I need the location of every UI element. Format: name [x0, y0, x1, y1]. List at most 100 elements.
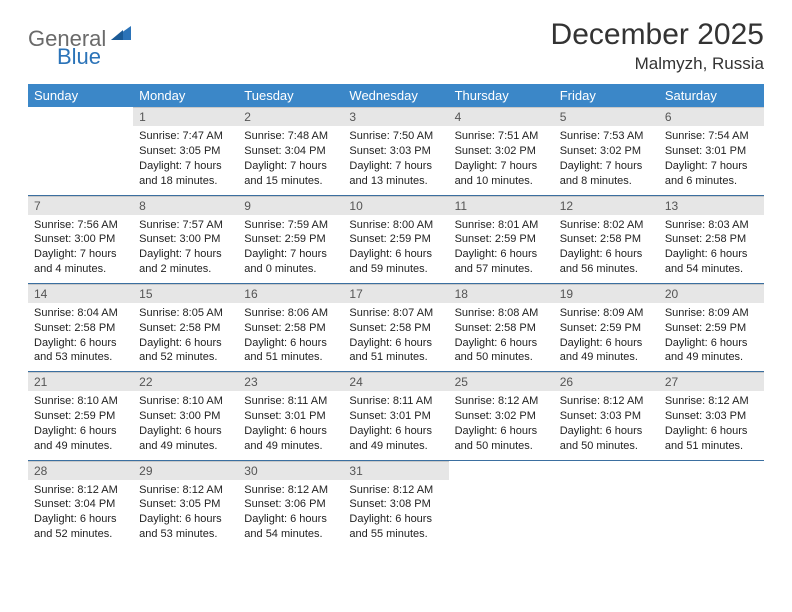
- calendar-cell: 13Sunrise: 8:03 AMSunset: 2:58 PMDayligh…: [659, 195, 764, 283]
- day-detail: Sunrise: 7:53 AMSunset: 3:02 PMDaylight:…: [554, 126, 659, 194]
- detail-line: and 52 minutes.: [34, 527, 127, 542]
- calendar-cell: 9Sunrise: 7:59 AMSunset: 2:59 PMDaylight…: [238, 195, 343, 283]
- detail-line: and 6 minutes.: [665, 174, 758, 189]
- detail-line: and 53 minutes.: [34, 350, 127, 365]
- day-detail: Sunrise: 7:56 AMSunset: 3:00 PMDaylight:…: [28, 215, 133, 283]
- day-number: 11: [449, 196, 554, 215]
- detail-line: Sunrise: 8:12 AM: [560, 394, 653, 409]
- calendar-cell: 7Sunrise: 7:56 AMSunset: 3:00 PMDaylight…: [28, 195, 133, 283]
- detail-line: Sunrise: 7:50 AM: [349, 129, 442, 144]
- detail-line: Sunrise: 8:10 AM: [34, 394, 127, 409]
- day-detail: Sunrise: 7:54 AMSunset: 3:01 PMDaylight:…: [659, 126, 764, 194]
- detail-line: Sunrise: 7:54 AM: [665, 129, 758, 144]
- day-number: 30: [238, 461, 343, 480]
- calendar-cell: 17Sunrise: 8:07 AMSunset: 2:58 PMDayligh…: [343, 283, 448, 371]
- detail-line: Sunrise: 8:11 AM: [349, 394, 442, 409]
- calendar-cell: 22Sunrise: 8:10 AMSunset: 3:00 PMDayligh…: [133, 372, 238, 460]
- day-detail: Sunrise: 7:51 AMSunset: 3:02 PMDaylight:…: [449, 126, 554, 194]
- calendar-week-row: 7Sunrise: 7:56 AMSunset: 3:00 PMDaylight…: [28, 195, 764, 283]
- detail-line: Daylight: 6 hours: [34, 424, 127, 439]
- detail-line: Daylight: 7 hours: [244, 159, 337, 174]
- calendar-week-row: 1Sunrise: 7:47 AMSunset: 3:05 PMDaylight…: [28, 107, 764, 195]
- detail-line: Sunrise: 8:05 AM: [139, 306, 232, 321]
- detail-line: Sunset: 3:02 PM: [560, 144, 653, 159]
- detail-line: and 50 minutes.: [455, 439, 548, 454]
- detail-line: and 13 minutes.: [349, 174, 442, 189]
- calendar-page: General December 2025 Malmyzh, Russia Bl…: [0, 0, 792, 558]
- detail-line: Sunset: 3:01 PM: [665, 144, 758, 159]
- detail-line: Daylight: 7 hours: [139, 247, 232, 262]
- calendar-cell: 16Sunrise: 8:06 AMSunset: 2:58 PMDayligh…: [238, 283, 343, 371]
- day-detail: Sunrise: 8:03 AMSunset: 2:58 PMDaylight:…: [659, 215, 764, 283]
- detail-line: and 51 minutes.: [349, 350, 442, 365]
- detail-line: Daylight: 6 hours: [665, 336, 758, 351]
- calendar-table: Sunday Monday Tuesday Wednesday Thursday…: [28, 84, 764, 548]
- detail-line: Sunset: 3:08 PM: [349, 497, 442, 512]
- detail-line: Sunset: 2:59 PM: [349, 232, 442, 247]
- detail-line: Sunset: 2:58 PM: [244, 321, 337, 336]
- day-number: 31: [343, 461, 448, 480]
- calendar-cell: 19Sunrise: 8:09 AMSunset: 2:59 PMDayligh…: [554, 283, 659, 371]
- calendar-cell: [449, 460, 554, 548]
- day-header: Saturday: [659, 84, 764, 107]
- detail-line: Daylight: 6 hours: [665, 424, 758, 439]
- detail-line: Daylight: 6 hours: [560, 336, 653, 351]
- detail-line: Daylight: 6 hours: [244, 512, 337, 527]
- day-detail: Sunrise: 8:06 AMSunset: 2:58 PMDaylight:…: [238, 303, 343, 371]
- detail-line: Sunrise: 8:00 AM: [349, 218, 442, 233]
- detail-line: and 15 minutes.: [244, 174, 337, 189]
- logo-triangle-icon: [111, 24, 131, 45]
- calendar-cell: [659, 460, 764, 548]
- detail-line: Sunrise: 7:48 AM: [244, 129, 337, 144]
- detail-line: and 49 minutes.: [665, 350, 758, 365]
- detail-line: Daylight: 7 hours: [665, 159, 758, 174]
- day-detail: Sunrise: 8:12 AMSunset: 3:03 PMDaylight:…: [554, 391, 659, 459]
- day-number: 6: [659, 107, 764, 126]
- detail-line: and 49 minutes.: [349, 439, 442, 454]
- detail-line: and 2 minutes.: [139, 262, 232, 277]
- calendar-cell: 2Sunrise: 7:48 AMSunset: 3:04 PMDaylight…: [238, 107, 343, 195]
- detail-line: Sunset: 3:02 PM: [455, 144, 548, 159]
- day-number: 1: [133, 107, 238, 126]
- day-detail: Sunrise: 8:10 AMSunset: 3:00 PMDaylight:…: [133, 391, 238, 459]
- detail-line: Sunrise: 8:12 AM: [244, 483, 337, 498]
- detail-line: Daylight: 6 hours: [244, 336, 337, 351]
- day-detail: Sunrise: 8:12 AMSunset: 3:03 PMDaylight:…: [659, 391, 764, 459]
- day-header: Tuesday: [238, 84, 343, 107]
- detail-line: Sunrise: 7:47 AM: [139, 129, 232, 144]
- detail-line: and 55 minutes.: [349, 527, 442, 542]
- calendar-cell: 4Sunrise: 7:51 AMSunset: 3:02 PMDaylight…: [449, 107, 554, 195]
- calendar-cell: 6Sunrise: 7:54 AMSunset: 3:01 PMDaylight…: [659, 107, 764, 195]
- calendar-cell: 26Sunrise: 8:12 AMSunset: 3:03 PMDayligh…: [554, 372, 659, 460]
- detail-line: Sunrise: 7:56 AM: [34, 218, 127, 233]
- detail-line: Sunrise: 7:53 AM: [560, 129, 653, 144]
- day-header-row: Sunday Monday Tuesday Wednesday Thursday…: [28, 84, 764, 107]
- detail-line: Sunset: 2:59 PM: [34, 409, 127, 424]
- day-detail: Sunrise: 8:12 AMSunset: 3:02 PMDaylight:…: [449, 391, 554, 459]
- detail-line: and 50 minutes.: [560, 439, 653, 454]
- detail-line: and 4 minutes.: [34, 262, 127, 277]
- detail-line: Sunset: 2:58 PM: [139, 321, 232, 336]
- day-number: 20: [659, 284, 764, 303]
- day-number: 18: [449, 284, 554, 303]
- calendar-week-row: 14Sunrise: 8:04 AMSunset: 2:58 PMDayligh…: [28, 283, 764, 371]
- detail-line: Sunset: 2:59 PM: [244, 232, 337, 247]
- detail-line: Sunrise: 8:12 AM: [665, 394, 758, 409]
- calendar-cell: 20Sunrise: 8:09 AMSunset: 2:59 PMDayligh…: [659, 283, 764, 371]
- calendar-cell: 30Sunrise: 8:12 AMSunset: 3:06 PMDayligh…: [238, 460, 343, 548]
- detail-line: Daylight: 7 hours: [349, 159, 442, 174]
- day-detail: Sunrise: 7:57 AMSunset: 3:00 PMDaylight:…: [133, 215, 238, 283]
- header: General December 2025 Malmyzh, Russia: [28, 18, 764, 74]
- calendar-cell: 28Sunrise: 8:12 AMSunset: 3:04 PMDayligh…: [28, 460, 133, 548]
- calendar-week-row: 28Sunrise: 8:12 AMSunset: 3:04 PMDayligh…: [28, 460, 764, 548]
- day-detail: Sunrise: 8:11 AMSunset: 3:01 PMDaylight:…: [343, 391, 448, 459]
- detail-line: Daylight: 6 hours: [139, 512, 232, 527]
- day-number: 17: [343, 284, 448, 303]
- detail-line: Sunset: 2:58 PM: [560, 232, 653, 247]
- detail-line: and 8 minutes.: [560, 174, 653, 189]
- day-detail: Sunrise: 8:07 AMSunset: 2:58 PMDaylight:…: [343, 303, 448, 371]
- detail-line: Sunrise: 8:03 AM: [665, 218, 758, 233]
- day-detail: Sunrise: 7:48 AMSunset: 3:04 PMDaylight:…: [238, 126, 343, 194]
- detail-line: Daylight: 6 hours: [244, 424, 337, 439]
- day-detail: Sunrise: 8:04 AMSunset: 2:58 PMDaylight:…: [28, 303, 133, 371]
